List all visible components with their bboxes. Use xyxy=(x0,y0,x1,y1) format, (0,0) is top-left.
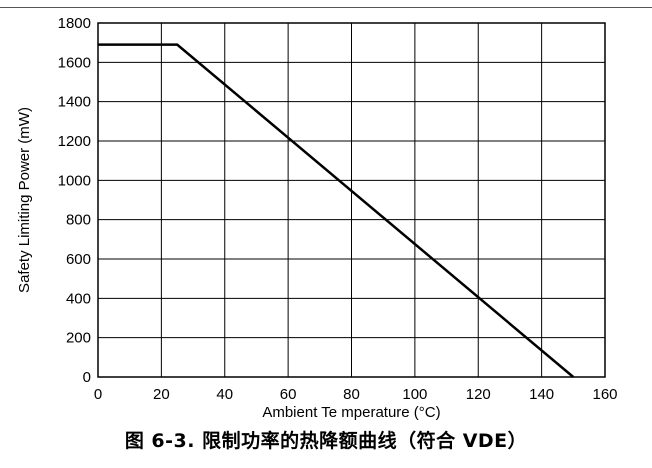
y-tick-label: 1400 xyxy=(58,94,91,111)
x-tick-label: 40 xyxy=(216,386,233,403)
y-tick-label: 1000 xyxy=(58,172,91,189)
x-tick-label: 100 xyxy=(402,386,427,403)
x-tick-label: 140 xyxy=(529,386,554,403)
top-rule xyxy=(0,7,652,8)
y-tick-label: 0 xyxy=(83,369,91,386)
x-tick-label: 160 xyxy=(592,386,617,403)
x-tick-label: 60 xyxy=(280,386,297,403)
derating-chart: 0 20 40 60 80 100 120 140 160 0 200 400 600 800 1000 1… xyxy=(16,15,618,421)
y-tick-label: 1600 xyxy=(58,54,91,71)
x-tick-label: 80 xyxy=(343,386,360,403)
plot-frame xyxy=(97,22,606,378)
derating-curve xyxy=(98,43,575,378)
y-tick-labels: 0 200 400 600 800 1000 1200 1400 1600 1800 xyxy=(58,15,91,386)
y-tick-label: 400 xyxy=(66,290,91,307)
x-tick-label: 120 xyxy=(466,386,491,403)
y-tick-label: 200 xyxy=(66,330,91,347)
x-tick-label: 0 xyxy=(94,386,102,403)
x-axis-label: Ambient Te mperature (°C) xyxy=(262,404,440,421)
series-layer xyxy=(98,43,575,378)
grid-lines xyxy=(97,22,606,378)
x-tick-labels: 0 20 40 60 80 100 120 140 160 xyxy=(94,386,618,403)
figure-caption: 图 6-3. 限制功率的热降额曲线（符合 VDE） xyxy=(124,430,528,452)
y-tick-label: 1800 xyxy=(58,15,91,32)
y-tick-label: 800 xyxy=(66,212,91,229)
y-tick-label: 600 xyxy=(66,251,91,268)
x-tick-label: 20 xyxy=(153,386,170,403)
y-tick-label: 1200 xyxy=(58,133,91,150)
y-axis-label: Safety Limiting Power (mW) xyxy=(16,107,33,293)
